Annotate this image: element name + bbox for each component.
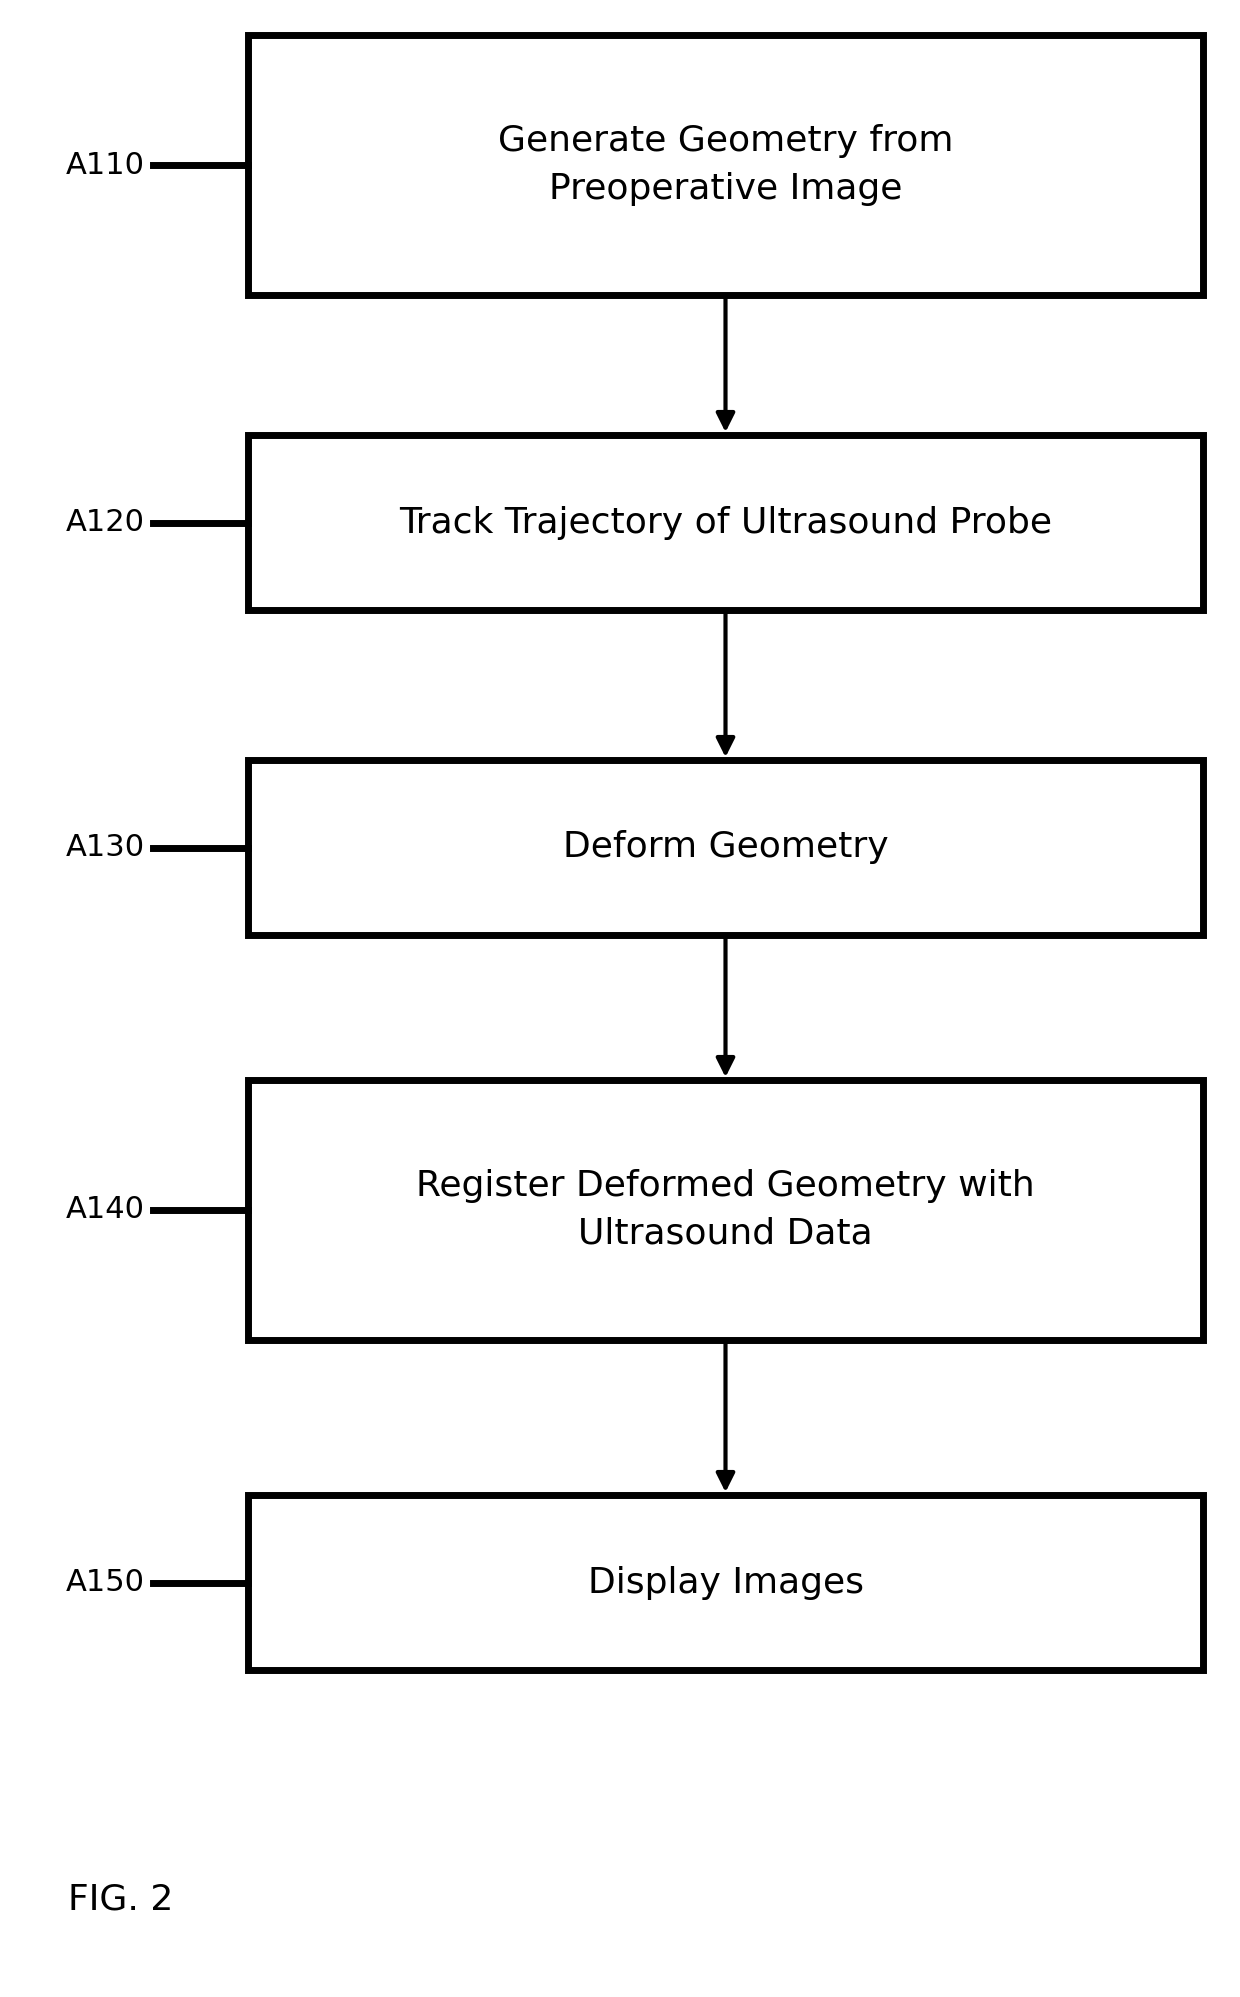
Text: Register Deformed Geometry with
Ultrasound Data: Register Deformed Geometry with Ultrasou… bbox=[417, 1170, 1035, 1250]
Bar bbox=[248, 36, 1203, 296]
Bar bbox=[248, 1496, 1203, 1669]
Text: Display Images: Display Images bbox=[588, 1566, 863, 1600]
Bar bbox=[248, 761, 1203, 935]
Text: A140: A140 bbox=[66, 1196, 145, 1224]
Text: A120: A120 bbox=[66, 507, 145, 537]
Text: A150: A150 bbox=[66, 1568, 145, 1598]
Text: A110: A110 bbox=[66, 150, 145, 180]
Text: FIG. 2: FIG. 2 bbox=[68, 1883, 174, 1917]
Text: Generate Geometry from
Preoperative Image: Generate Geometry from Preoperative Imag… bbox=[497, 124, 954, 206]
Text: A130: A130 bbox=[66, 833, 145, 863]
Text: Deform Geometry: Deform Geometry bbox=[563, 831, 888, 865]
Bar bbox=[248, 1080, 1203, 1340]
Text: Track Trajectory of Ultrasound Probe: Track Trajectory of Ultrasound Probe bbox=[399, 505, 1052, 539]
Bar bbox=[248, 435, 1203, 609]
